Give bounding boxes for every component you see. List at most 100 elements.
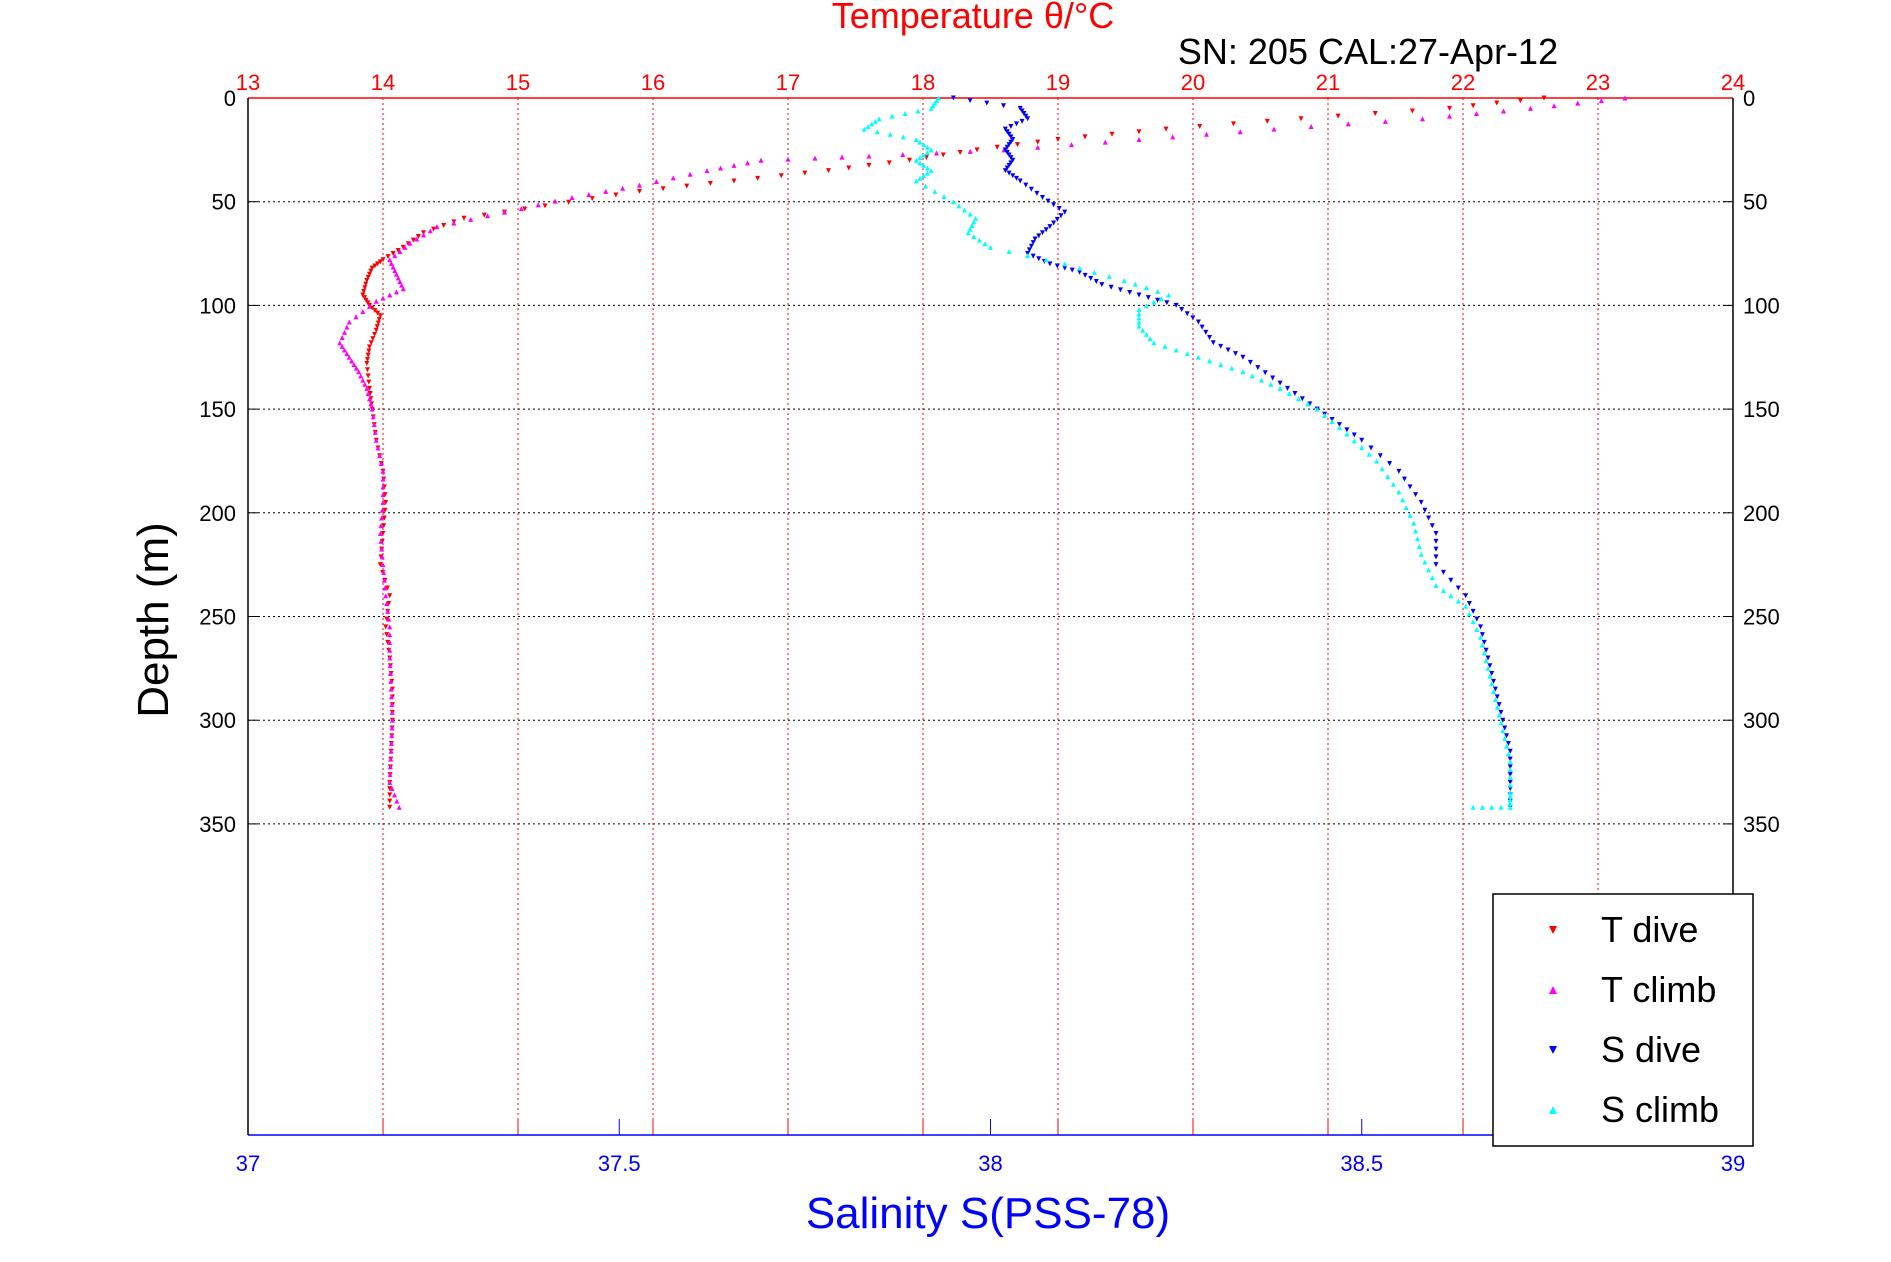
s-climb-point: [934, 98, 940, 104]
t-climb-point: [394, 289, 399, 295]
s-climb-point: [865, 124, 871, 130]
depth-tick-label-right: 150: [1743, 397, 1780, 422]
s-climb-point: [917, 160, 923, 166]
t-dive-point: [367, 344, 372, 350]
s-climb-point: [1481, 650, 1487, 656]
s-dive-point: [1043, 227, 1049, 233]
s-climb-point: [1433, 582, 1439, 588]
s-climb-point: [1336, 425, 1342, 431]
t-dive-point: [1517, 98, 1523, 104]
s-climb-legend-marker: [1549, 1106, 1557, 1114]
t-dive-point: [367, 271, 372, 277]
t-climb-point: [866, 153, 872, 159]
s-climb-point: [1143, 331, 1149, 337]
t-climb-point: [1069, 142, 1074, 148]
t-climb-point: [380, 476, 386, 482]
t-dive-point: [370, 336, 376, 342]
t-dive-point: [826, 168, 831, 174]
s-dive-point: [1285, 385, 1290, 391]
s-climb-point: [869, 121, 875, 127]
t-climb-point: [379, 515, 385, 521]
s-dive-point: [1407, 484, 1413, 490]
s-dive-point: [1004, 165, 1010, 171]
s-climb-point: [1091, 269, 1097, 275]
s-climb-point: [1329, 419, 1335, 425]
s-climb-point: [917, 139, 923, 145]
t-dive-point: [441, 223, 447, 229]
s-climb-point: [932, 100, 938, 106]
s-climb-point: [1390, 481, 1396, 487]
s-dive-point: [1401, 476, 1407, 482]
t-climb-point: [1528, 105, 1533, 111]
depth-axis-label: Depth (m): [129, 522, 178, 718]
t-climb-point: [388, 748, 394, 754]
s-dive-point: [1491, 678, 1497, 684]
t-climb-point: [379, 507, 385, 513]
s-dive-point: [1019, 118, 1025, 124]
s-dive-point: [950, 95, 956, 101]
t-dive-point: [377, 562, 383, 568]
s-dive-point: [1440, 569, 1446, 575]
t-dive-point: [1055, 136, 1061, 142]
s-climb-point: [1507, 804, 1513, 810]
s-climb-point: [1344, 431, 1350, 437]
t-climb-point: [502, 209, 507, 215]
s-dive-point: [1485, 655, 1491, 661]
s-climb-point: [913, 157, 919, 163]
t-dive-point: [365, 300, 371, 306]
s-climb-point: [950, 199, 956, 205]
s-climb-point: [971, 233, 977, 239]
t-climb-point: [385, 608, 391, 614]
s-dive-point: [1039, 230, 1045, 236]
t-climb-point: [485, 213, 491, 219]
t-climb-point: [380, 468, 386, 474]
t-climb-point: [687, 171, 693, 177]
t-climb-point: [535, 202, 541, 208]
s-dive-point: [1210, 340, 1216, 346]
s-dive-point: [1008, 160, 1014, 166]
t-climb-point: [387, 764, 393, 770]
s-dive-point: [1504, 733, 1510, 739]
t-climb-point: [1622, 95, 1628, 101]
s-climb-point: [956, 203, 962, 209]
t-dive-point: [1409, 108, 1415, 114]
s-dive-point: [1093, 279, 1099, 285]
salinity-tick-label: 38: [978, 1151, 1002, 1176]
s-dive-point: [1026, 247, 1032, 253]
t-dive-point: [1163, 126, 1169, 132]
t-climb-point: [396, 804, 402, 810]
t-climb-point: [387, 779, 393, 785]
t-dive-point: [369, 265, 375, 271]
s-dive-point: [1030, 253, 1036, 259]
s-climb-point: [1229, 365, 1235, 371]
s-dive-point: [1387, 461, 1393, 467]
s-climb-point: [915, 108, 921, 114]
t-dive-point: [361, 288, 367, 294]
s-dive-point: [1429, 523, 1435, 529]
t-climb-point: [342, 347, 348, 353]
s-climb-point: [982, 241, 988, 247]
s-climb-point: [1136, 319, 1142, 325]
t-climb-point: [1501, 108, 1506, 114]
depth-tick-label-left: 150: [199, 397, 236, 422]
s-climb-point: [1155, 288, 1161, 294]
t-climb-point: [378, 523, 384, 529]
t-climb-point: [387, 257, 393, 263]
s-climb-series: [861, 95, 1513, 810]
s-climb-point: [1492, 696, 1498, 702]
t-dive-point: [376, 316, 382, 322]
t-climb-point: [382, 585, 388, 591]
t-climb-point: [1420, 116, 1425, 122]
t-climb-point: [372, 429, 378, 435]
t-climb-point: [367, 303, 372, 309]
t-climb-point: [392, 268, 398, 274]
s-dive-point: [1494, 694, 1500, 700]
s-dive-point: [1396, 468, 1402, 474]
s-climb-point: [1429, 575, 1435, 581]
t-dive-point: [1015, 142, 1020, 148]
t-dive-point: [390, 251, 396, 257]
s-climb-point: [1314, 406, 1320, 412]
t-dive-point: [731, 178, 737, 184]
s-dive-point: [1507, 748, 1513, 754]
t-climb-point: [362, 381, 368, 387]
